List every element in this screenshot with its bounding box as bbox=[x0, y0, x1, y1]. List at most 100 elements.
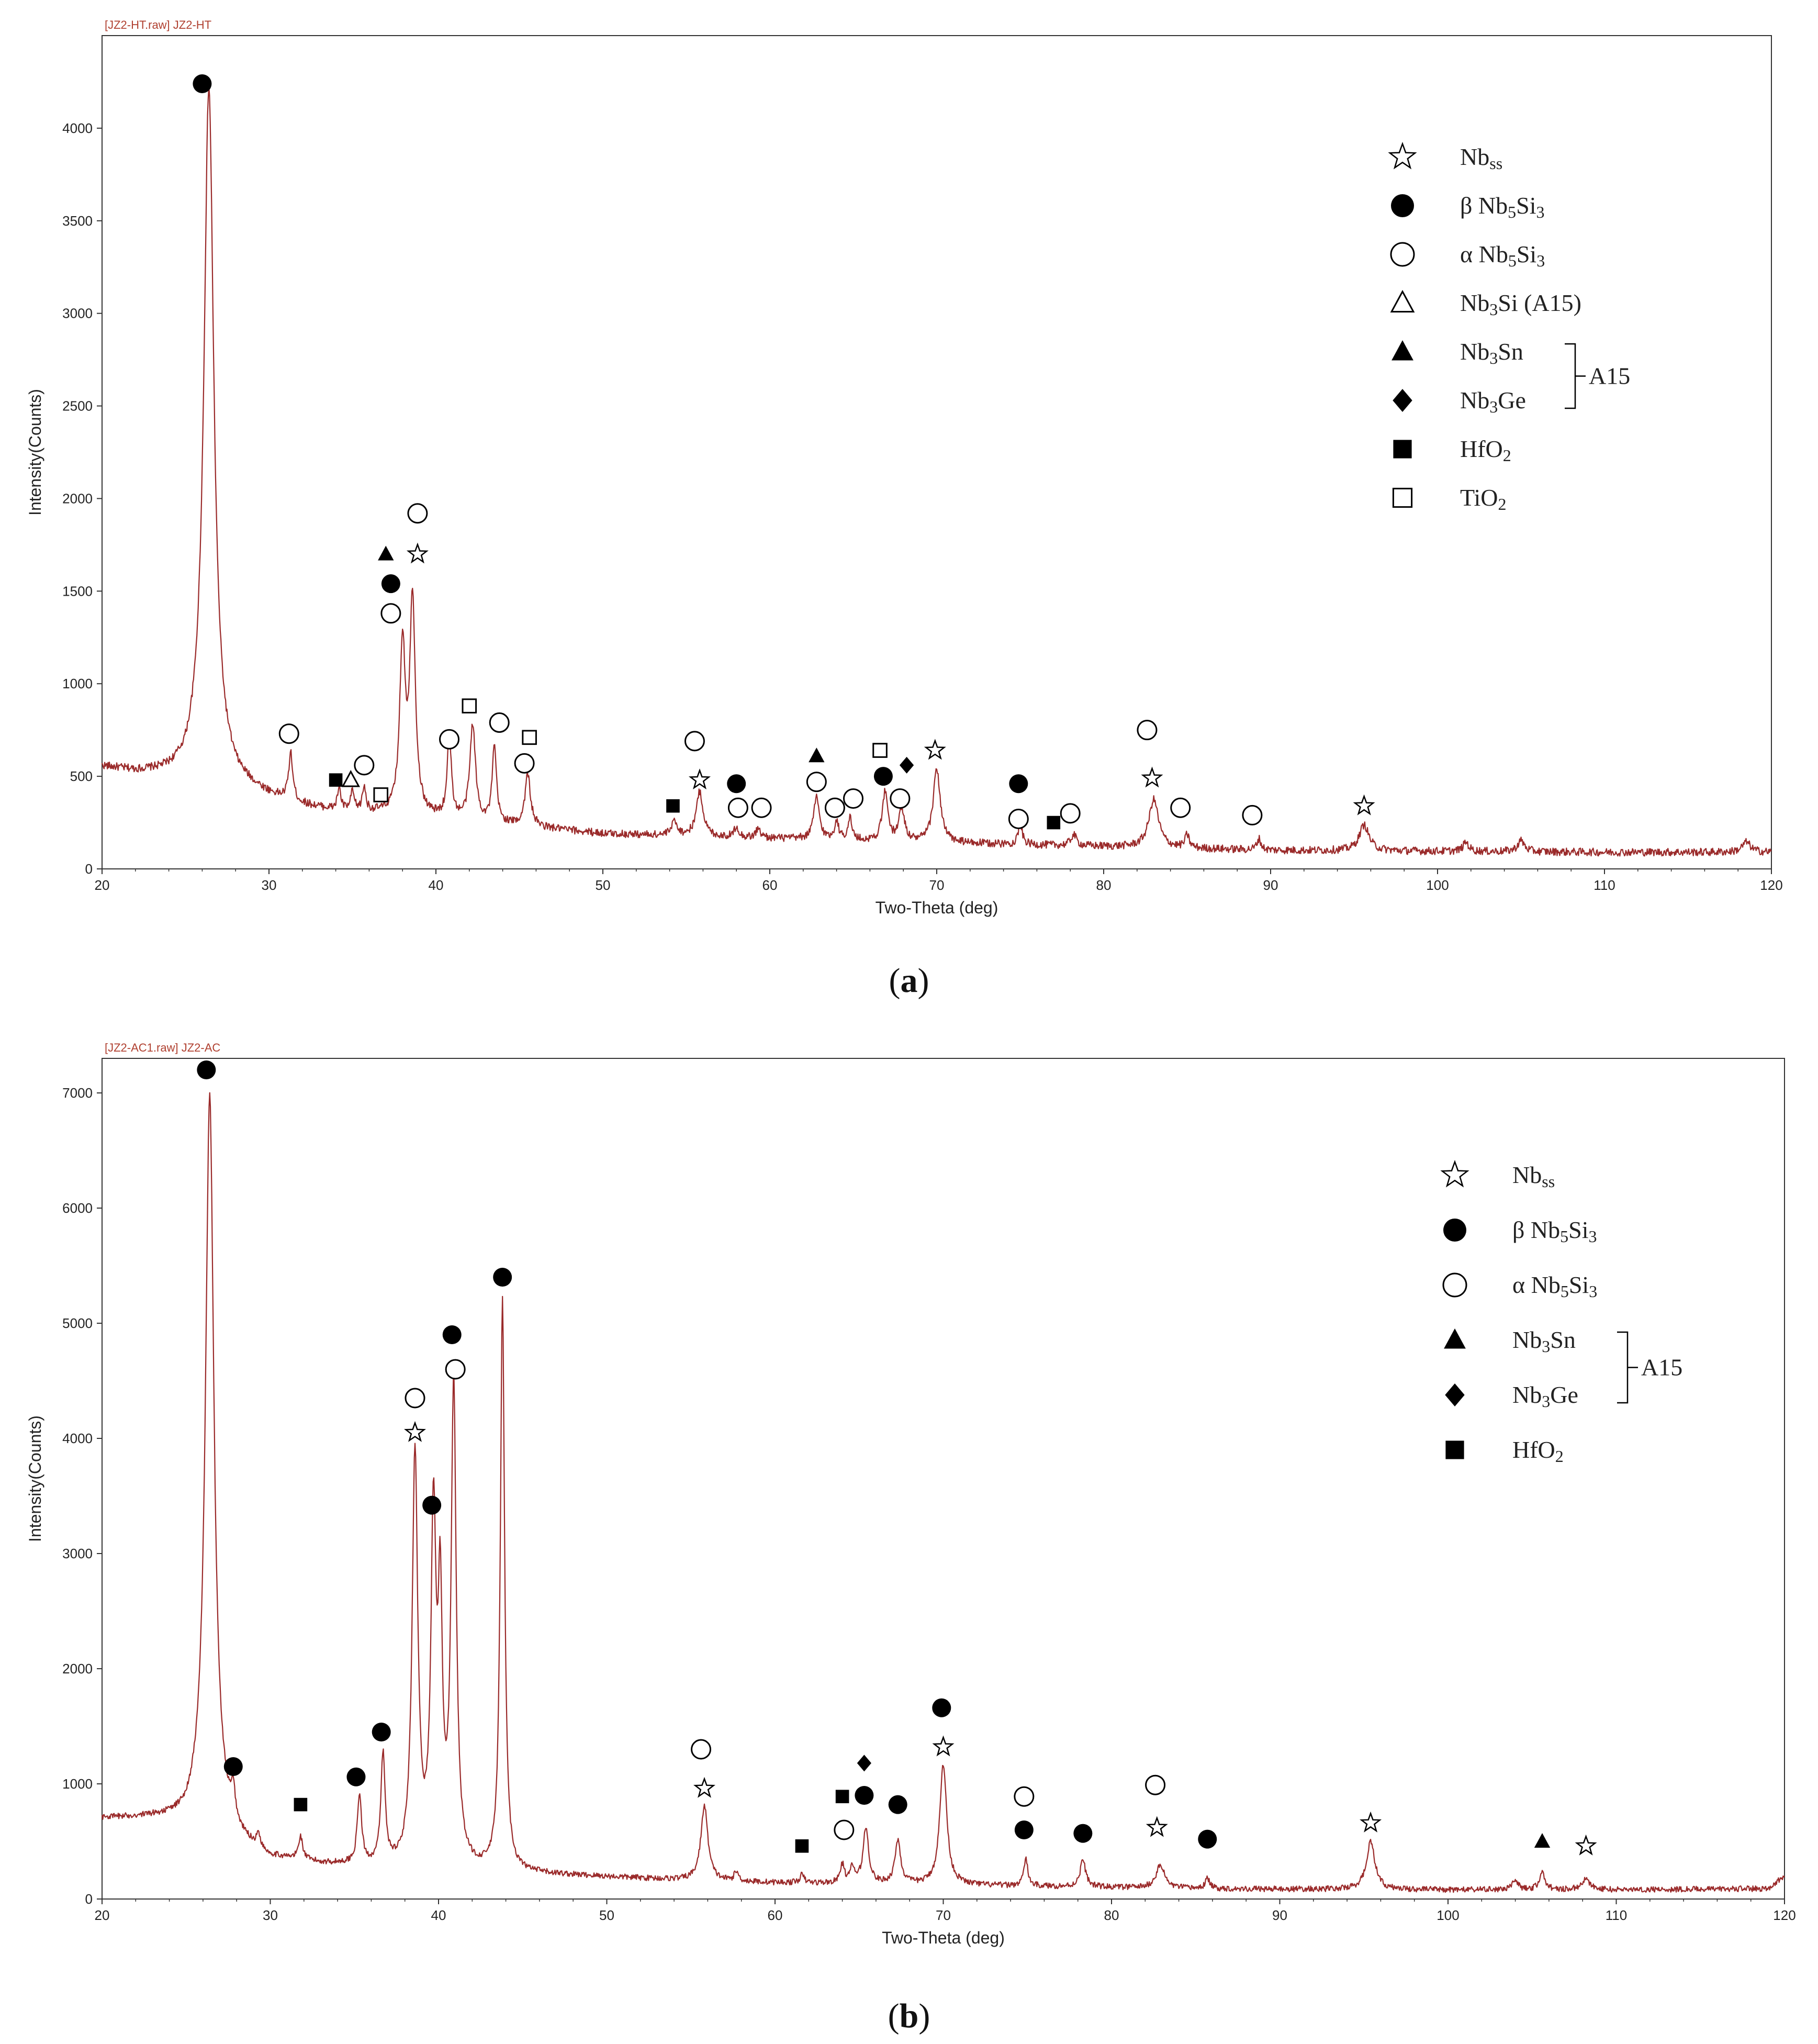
y-axis-label: Intensity(Counts) bbox=[26, 389, 44, 516]
x-tick-label: 100 bbox=[1426, 877, 1449, 893]
peak-marker-nbss bbox=[1146, 1816, 1168, 1837]
legend-label: Nb3Sn bbox=[1512, 1326, 1576, 1356]
y-tick-label: 3000 bbox=[62, 1546, 93, 1561]
peak-marker-beta-nb5si3 bbox=[888, 1795, 907, 1814]
y-tick-label: 4000 bbox=[62, 120, 93, 136]
peak-marker-nbss bbox=[924, 739, 946, 760]
peak-marker-beta-nb5si3 bbox=[197, 1060, 216, 1079]
legend-label: Nb3Si (A15) bbox=[1460, 289, 1581, 319]
peak-marker-beta-nb5si3 bbox=[1009, 774, 1028, 794]
legend-triangle-open-icon bbox=[1390, 289, 1415, 312]
x-tick-label: 50 bbox=[599, 1907, 614, 1923]
x-tick-label: 70 bbox=[929, 877, 945, 893]
legend-label: Nb3Ge bbox=[1512, 1381, 1578, 1411]
caption-b: (b) bbox=[888, 1997, 930, 2035]
peak-marker-hfo2 bbox=[795, 1839, 809, 1853]
peak-marker-nb3ge bbox=[899, 756, 914, 774]
peak-marker-alpha-nb5si3 bbox=[380, 603, 401, 624]
y-tick-label: 7000 bbox=[62, 1085, 93, 1101]
peak-marker-alpha-nb5si3 bbox=[445, 1359, 466, 1380]
x-tick-label: 80 bbox=[1096, 877, 1112, 893]
x-tick-label: 20 bbox=[95, 1907, 110, 1923]
x-tick-label: 110 bbox=[1606, 1907, 1627, 1923]
legend-label: HfO2 bbox=[1460, 435, 1511, 465]
legend-label: β Nb5Si3 bbox=[1512, 1216, 1597, 1246]
peak-marker-alpha-nb5si3 bbox=[684, 731, 705, 752]
x-tick-label: 90 bbox=[1263, 877, 1278, 893]
peak-marker-alpha-nb5si3 bbox=[1242, 805, 1263, 825]
peak-marker-tio2 bbox=[872, 743, 888, 758]
legend-label: Nbss bbox=[1460, 143, 1502, 173]
peak-marker-beta-nb5si3 bbox=[193, 74, 212, 93]
peak-marker-alpha-nb5si3 bbox=[843, 788, 863, 809]
a15-bracket bbox=[1617, 1331, 1629, 1404]
y-tick-label: 3000 bbox=[62, 306, 93, 321]
y-tick-label: 5000 bbox=[62, 1315, 93, 1331]
peak-marker-beta-nb5si3 bbox=[1073, 1824, 1093, 1843]
peak-marker-alpha-nb5si3 bbox=[751, 797, 772, 818]
y-tick-label: 1000 bbox=[62, 676, 93, 691]
y-tick-label: 4000 bbox=[62, 1431, 93, 1446]
xrd-trace bbox=[101, 1092, 1785, 1893]
peak-marker-nbss bbox=[406, 542, 429, 564]
legend-circle-open-icon bbox=[1442, 1272, 1467, 1298]
peak-marker-hfo2 bbox=[329, 773, 343, 787]
legend-label: Nb3Ge bbox=[1460, 387, 1526, 416]
peak-marker-beta-nb5si3 bbox=[855, 1786, 874, 1805]
xrd-trace bbox=[101, 86, 1772, 857]
x-tick-label: 60 bbox=[762, 877, 778, 893]
y-tick-label: 1500 bbox=[62, 583, 93, 599]
peak-marker-beta-nb5si3 bbox=[932, 1698, 951, 1717]
panel-b-chart: [JZ2-AC1.raw] JZ2-AC 20 30 40 50 60 70 80 90 100 1… bbox=[26, 1041, 1796, 1947]
peak-marker-alpha-nb5si3 bbox=[1060, 803, 1081, 824]
y-tick-label: 3500 bbox=[62, 213, 93, 229]
peak-marker-alpha-nb5si3 bbox=[824, 797, 845, 818]
a15-bracket-label: A15 bbox=[1589, 363, 1630, 389]
legend-diamond-filled-icon bbox=[1445, 1383, 1465, 1406]
x-axis-label: Two-Theta (deg) bbox=[876, 898, 998, 917]
peak-marker-nbss bbox=[693, 1777, 716, 1798]
peak-marker-beta-nb5si3 bbox=[372, 1723, 391, 1741]
peak-marker-alpha-nb5si3 bbox=[1170, 797, 1191, 818]
legend-label: Nb3Sn bbox=[1460, 338, 1523, 367]
peak-marker-alpha-nb5si3 bbox=[727, 797, 748, 818]
legend-label: β Nb5Si3 bbox=[1460, 192, 1545, 221]
peak-marker-alpha-nb5si3 bbox=[890, 788, 911, 809]
peak-marker-alpha-nb5si3 bbox=[806, 772, 827, 792]
peak-marker-alpha-nb5si3 bbox=[1008, 808, 1029, 829]
legend: Nbss β Nb5Si3 α Nb5Si3 Nb3Si (A15) Nb3Sn Nb3G… bbox=[1388, 142, 1630, 513]
legend-star-open-icon bbox=[1388, 142, 1417, 170]
peak-marker-nb3ge bbox=[857, 1755, 871, 1772]
x-tick-label: 120 bbox=[1773, 1907, 1795, 1923]
y-tick-label: 1000 bbox=[62, 1776, 93, 1792]
peak-marker-alpha-nb5si3 bbox=[405, 1388, 425, 1409]
panel-a-chart: [JZ2-HT.raw] JZ2-HT 20 30 40 50 60 70 80 90 100 11… bbox=[26, 18, 1783, 917]
peak-marker-alpha-nb5si3 bbox=[439, 729, 460, 750]
legend-label: TiO2 bbox=[1460, 484, 1506, 513]
a15-bracket-label: A15 bbox=[1641, 1354, 1682, 1381]
peak-marker-beta-nb5si3 bbox=[223, 1757, 243, 1776]
peak-marker-alpha-nb5si3 bbox=[1014, 1786, 1035, 1807]
caption-a: (a) bbox=[889, 962, 929, 1000]
x-tick-label: 40 bbox=[429, 877, 444, 893]
y-tick-label: 2000 bbox=[62, 1661, 93, 1677]
file-label: [JZ2-HT.raw] JZ2-HT bbox=[105, 18, 211, 31]
peak-marker-nbss bbox=[932, 1735, 955, 1757]
peak-marker-nb3sn bbox=[1534, 1833, 1551, 1848]
legend-square-filled-icon bbox=[1393, 440, 1412, 459]
peak-marker-beta-nb5si3 bbox=[381, 574, 400, 594]
peak-marker-nbss bbox=[1360, 1811, 1382, 1833]
peak-marker-beta-nb5si3 bbox=[493, 1268, 512, 1287]
peak-marker-hfo2 bbox=[294, 1797, 308, 1812]
peak-marker-alpha-nb5si3 bbox=[354, 755, 375, 776]
x-tick-label: 30 bbox=[263, 1907, 278, 1923]
peak-marker-alpha-nb5si3 bbox=[514, 753, 535, 774]
peak-marker-beta-nb5si3 bbox=[873, 767, 893, 786]
peak-marker-nbss bbox=[688, 768, 711, 790]
x-tick-label: 70 bbox=[936, 1907, 951, 1923]
peak-marker-nbss bbox=[1575, 1834, 1597, 1856]
peak-marker-hfo2 bbox=[1047, 816, 1061, 830]
legend: Nbss β Nb5Si3 α Nb5Si3 Nb3Sn Nb3Ge HfO2 A15 bbox=[1440, 1160, 1682, 1466]
peak-marker-beta-nb5si3 bbox=[1014, 1820, 1034, 1839]
